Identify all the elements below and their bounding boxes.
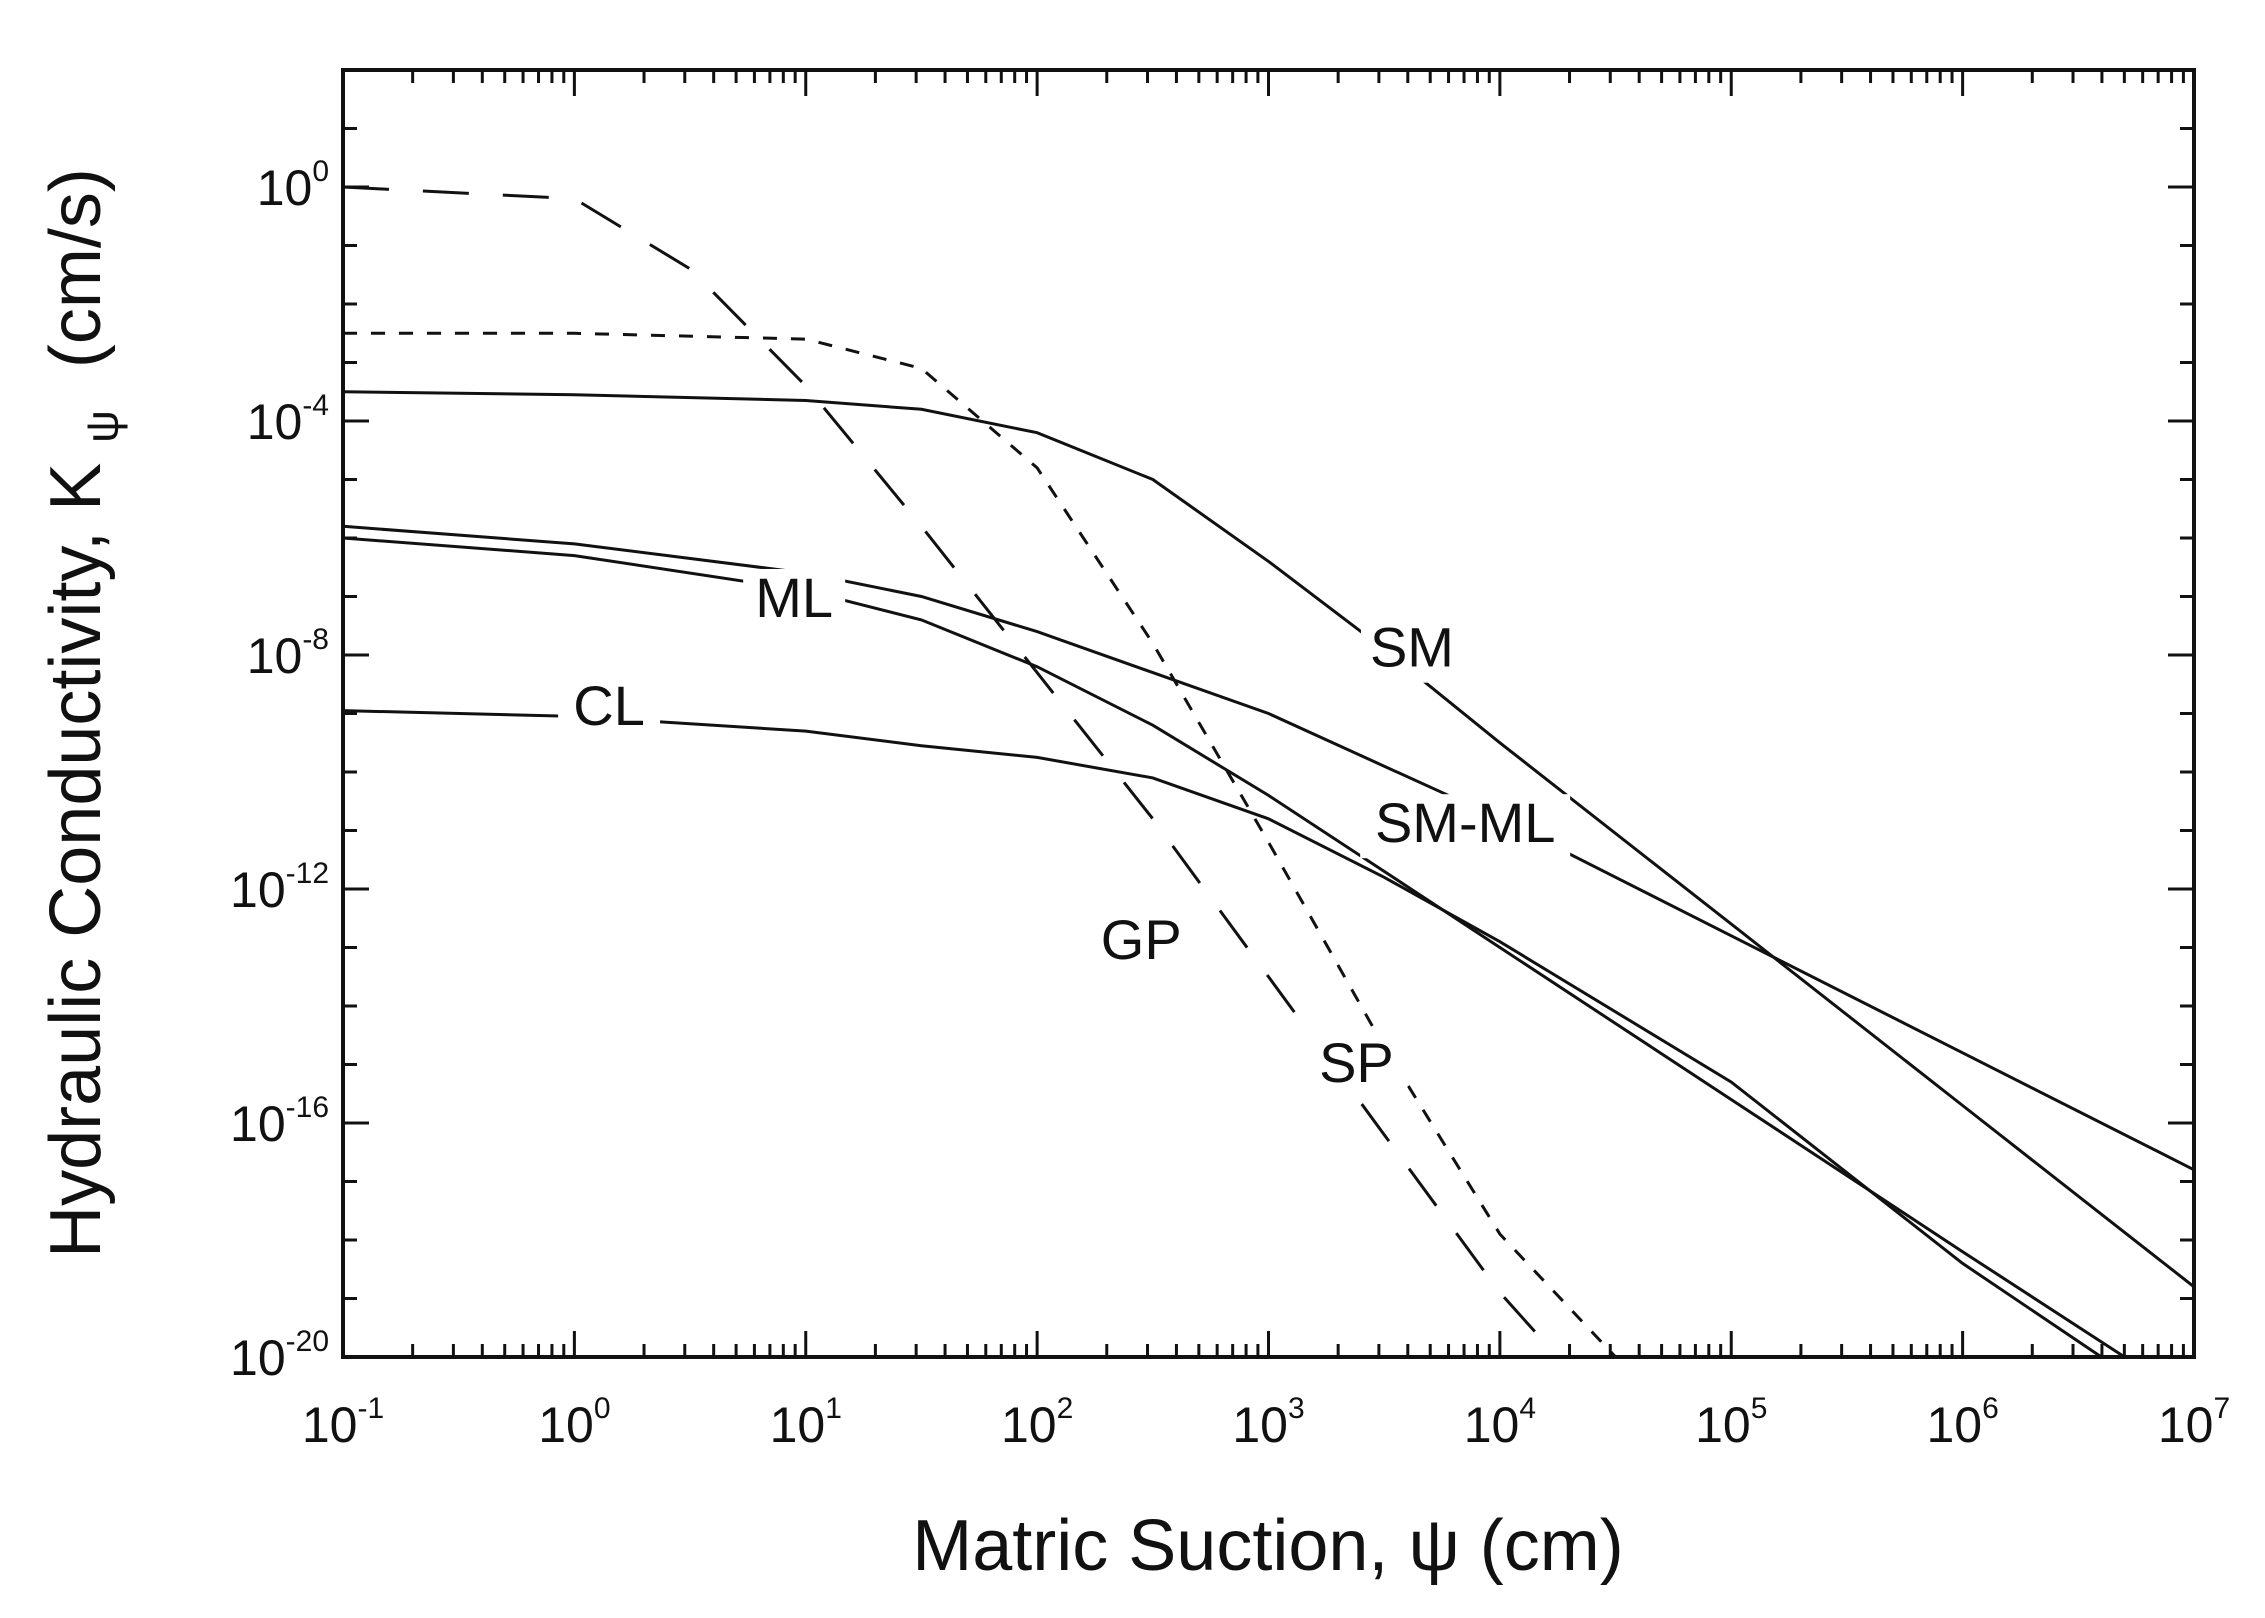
y-tick-label: 10-4: [247, 389, 329, 450]
y-axis-title: Hydraulic Conductivity, K ψ (cm/s): [36, 168, 134, 1258]
x-tick-label: 101: [770, 1392, 842, 1453]
series-label-background: [1090, 911, 1193, 976]
series-label-background: [743, 568, 846, 633]
series-label-ml: ML: [755, 566, 833, 629]
series-label-cl: CL: [573, 674, 645, 737]
y-tick-label: 10-16: [230, 1091, 329, 1152]
x-tick-label: 104: [1464, 1392, 1536, 1453]
series-labels-layer: GP SP SM SM-ML ML CL: [558, 566, 1571, 1099]
series-line-sm-ml: [342, 524, 2195, 1172]
series-label-sp: SP: [1319, 1031, 1394, 1094]
x-tick-label: 10-1: [302, 1392, 384, 1453]
y-tick-label: 10-20: [230, 1325, 329, 1386]
series-label-background: [1305, 1034, 1408, 1099]
y-tick-label: 100: [257, 155, 329, 216]
x-tick-label: 102: [1001, 1392, 1073, 1453]
curves-layer: [342, 185, 2195, 1359]
plot-frame: [341, 68, 2196, 1359]
tick-labels-layer: 10-1 100 101 102 103 104 105 106 107 100 10-4 10-8 1…: [230, 155, 2230, 1453]
series-label-gp: GP: [1101, 908, 1182, 971]
y-tick-label: 10-8: [247, 623, 329, 684]
x-tick-label: 107: [2158, 1392, 2230, 1453]
series-line-gp: [342, 185, 1559, 1359]
series-line-cl: [342, 709, 2103, 1359]
x-tick-label: 106: [1926, 1392, 1998, 1453]
y-axis-title-subscript: ψ: [76, 410, 128, 443]
y-axis-title-unit: (cm/s): [36, 168, 116, 368]
x-tick-label: 100: [538, 1392, 610, 1453]
series-label-background: [1360, 794, 1571, 859]
series-label-sm-ml: SM-ML: [1375, 791, 1555, 854]
series-line-sp: [343, 331, 1617, 1359]
x-axis-title: Matric Suction, ψ (cm): [912, 1506, 1623, 1586]
y-axis-title-main: Hydraulic Conductivity, K: [36, 463, 116, 1258]
x-tick-label: 105: [1695, 1392, 1767, 1453]
series-label-background: [558, 677, 661, 742]
x-tick-label: 103: [1232, 1392, 1304, 1453]
y-tick-label: 10-12: [230, 857, 329, 918]
series-label-background: [1360, 618, 1463, 683]
series-label-sm: SM: [1370, 616, 1454, 679]
